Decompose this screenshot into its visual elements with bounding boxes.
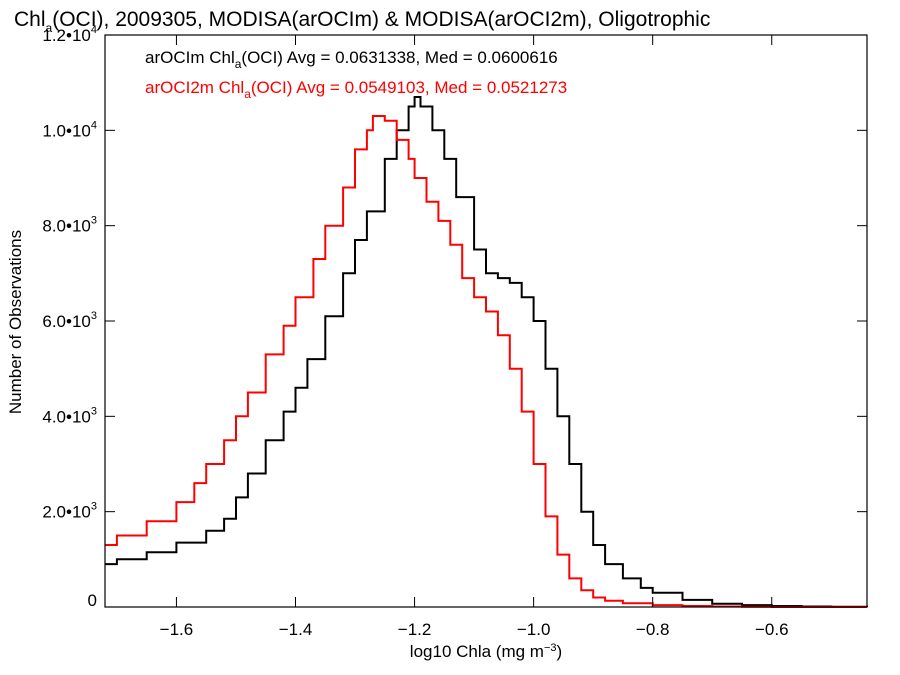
y-axis-label: Number of Observations <box>6 230 25 414</box>
x-tick-label: −1.0 <box>517 620 551 639</box>
x-tick-label: −0.8 <box>636 620 670 639</box>
x-tick-label: −1.4 <box>279 620 313 639</box>
legend-entry-arOCI2m: arOCI2m Chla(OCI) Avg = 0.0549103, Med =… <box>145 78 567 101</box>
x-axis-label: log10 Chla (mg m−3) <box>410 642 562 661</box>
y-tick-label: 6.0•103 <box>42 310 97 331</box>
x-tick-label: −1.2 <box>398 620 432 639</box>
y-tick-label: 2.0•103 <box>42 501 97 522</box>
y-tick-label: 4.0•103 <box>42 405 97 426</box>
legend-entry-arOCIm: arOCIm Chla(OCI) Avg = 0.0631338, Med = … <box>145 48 558 71</box>
y-tick-label: 0 <box>88 591 97 610</box>
y-tick-label: 8.0•103 <box>42 215 97 236</box>
x-axis: −1.6 −1.4 −1.2 −1.0 −0.8 −0.6 <box>160 35 789 639</box>
series-line-arOCI2m <box>105 115 867 608</box>
chart-title: Chla(OCI), 2009305, MODISA(arOCIm) & MOD… <box>14 8 710 35</box>
y-tick-label: 1.2•104 <box>42 24 97 45</box>
y-axis: 0 2.0•103 4.0•103 6.0•103 8.0•103 1.0•104 1.2•… <box>42 24 867 610</box>
plot-frame <box>104 34 868 608</box>
series-layer <box>105 96 868 608</box>
x-tick-label: −0.6 <box>755 620 789 639</box>
x-tick-label: −1.6 <box>160 620 194 639</box>
series-line-arOCIm <box>105 96 868 608</box>
y-tick-label: 1.0•104 <box>42 119 97 140</box>
